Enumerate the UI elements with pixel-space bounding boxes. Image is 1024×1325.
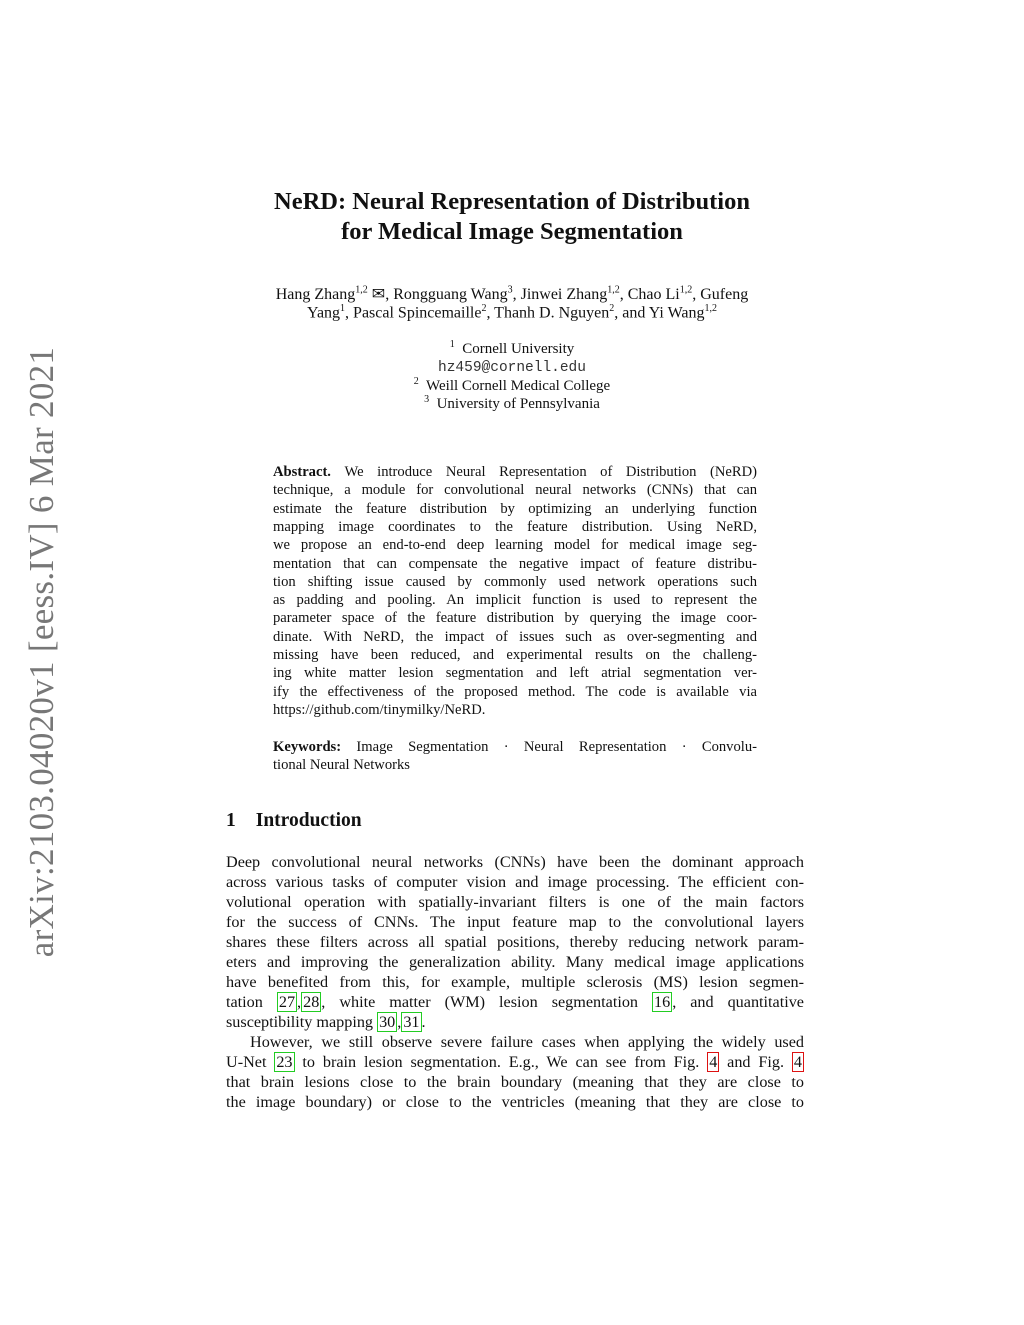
affiliation-marker: 1,2 <box>607 284 620 296</box>
affiliation-marker: 1 <box>340 303 346 314</box>
body-line: Deep convolutional neural networks (CNNs… <box>226 853 804 871</box>
affiliation-marker: 1,2 <box>355 284 368 296</box>
author-email[interactable]: hz459@cornell.edu <box>438 360 586 376</box>
abstract-line: technique, a module for convolutional ne… <box>273 482 757 499</box>
authors-line-2: Yang1, Pascal Spincemaille2, Thanh D. Ng… <box>0 303 1024 322</box>
paper-title-line-1: NeRD: Neural Representation of Distribut… <box>274 188 750 215</box>
keywords-label: Keywords: <box>273 739 342 755</box>
abstract-line: https://github.com/tinymilky/NeRD. <box>273 701 486 718</box>
authors-line-1: Hang Zhang1,2 ✉, Rongguang Wang3, Jinwei… <box>0 284 1024 304</box>
figure-reference-link[interactable]: 4 <box>707 1052 720 1072</box>
author-text: Hang Zhang <box>275 286 356 303</box>
author-text: , Pascal Spincemaille <box>345 304 482 322</box>
affiliation-1: 1 Cornell University <box>449 339 575 357</box>
abstract-line: mentation that can compensate the negati… <box>273 555 757 572</box>
abstract-line: ify the effectiveness of the proposed me… <box>273 683 757 700</box>
citation-link[interactable]: 16 <box>652 992 673 1012</box>
body-line: eters and improving the generalization a… <box>226 953 804 971</box>
paper-title-line-2: for Medical Image Segmentation <box>341 218 683 245</box>
body-line: across various tasks of computer vision … <box>226 873 804 891</box>
author-text: , Jinwei Zhang <box>512 286 608 303</box>
abstract-line: mapping image coordinates to the feature… <box>273 518 757 535</box>
figure-reference-link[interactable]: 4 <box>791 1052 804 1072</box>
affiliation-marker: 2 <box>481 303 487 314</box>
body-line: that brain lesions close to the brain bo… <box>226 1073 804 1091</box>
body-line: susceptibility mapping 30, 31. <box>226 1012 426 1032</box>
affiliation-marker: 2 <box>609 303 615 314</box>
author-text: , Gufeng <box>692 286 749 303</box>
abstract-line: Abstract. We introduce Neural Representa… <box>273 464 757 480</box>
citation-link[interactable]: 23 <box>274 1052 295 1072</box>
abstract-line: ing white matter lesion segmentation and… <box>273 665 757 682</box>
abstract-line: dinate. With NeRD, the impact of issues … <box>273 628 757 645</box>
abstract-label: Abstract. <box>273 464 345 480</box>
arxiv-stamp: arXiv:2103.04020v1 [eess.IV] 6 Mar 2021 <box>22 346 61 958</box>
body-line: shares these filters across all spatial … <box>226 933 804 951</box>
abstract-line: parameter space of the feature distribut… <box>273 610 757 627</box>
body-line: volutional operation with spatially-inva… <box>226 893 804 911</box>
body-line: tation 27, 28, white matter (WM) lesion s… <box>226 992 804 1012</box>
abstract-line: tion shifting issue caused by commonly u… <box>273 573 757 590</box>
abstract-line: missing have been reduced, and experimen… <box>273 647 757 663</box>
affiliation-marker: 3 <box>507 284 513 296</box>
body-line: for the success of CNNs. The input featu… <box>226 913 804 931</box>
citation-link[interactable]: 28 <box>301 992 322 1012</box>
citation-link[interactable]: 31 <box>401 1012 422 1032</box>
affiliation-2: 2 Weill Cornell Medical College <box>413 376 611 394</box>
body-line: U-Net 23 to brain lesion segmentation. E… <box>226 1052 804 1072</box>
citation-link[interactable]: 27 <box>276 992 298 1012</box>
affiliation-3: 3 University of Pennsylvania <box>424 394 600 412</box>
author-text: , Chao Li <box>619 286 680 303</box>
author-text: , Thanh D. Nguyen <box>486 304 610 322</box>
body-line: However, we still observe severe failure… <box>250 1033 804 1051</box>
author-text: Yang <box>306 304 341 322</box>
author-text: ✉, Rongguang Wang <box>367 286 508 303</box>
section-heading: 1 Introduction <box>226 810 362 831</box>
affiliation-marker: 1,2 <box>704 303 718 314</box>
body-line: the image boundary) or close to the vent… <box>226 1093 804 1111</box>
author-text: , and Yi Wang <box>614 304 705 322</box>
keywords-line: Keywords: Image Segmentation · Neural Re… <box>273 739 757 755</box>
citation-link[interactable]: 30 <box>377 1012 398 1032</box>
body-line: have benefited from this, for example, m… <box>226 973 804 991</box>
affiliation-marker: 1,2 <box>679 284 693 296</box>
abstract-line: estimate the feature distribution by opt… <box>273 500 757 517</box>
abstract-line: we propose an end-to-end deep learning m… <box>273 537 757 554</box>
keywords-line: tional Neural Networks <box>273 757 410 774</box>
abstract-line: as padding and pooling. An implicit func… <box>273 592 757 609</box>
